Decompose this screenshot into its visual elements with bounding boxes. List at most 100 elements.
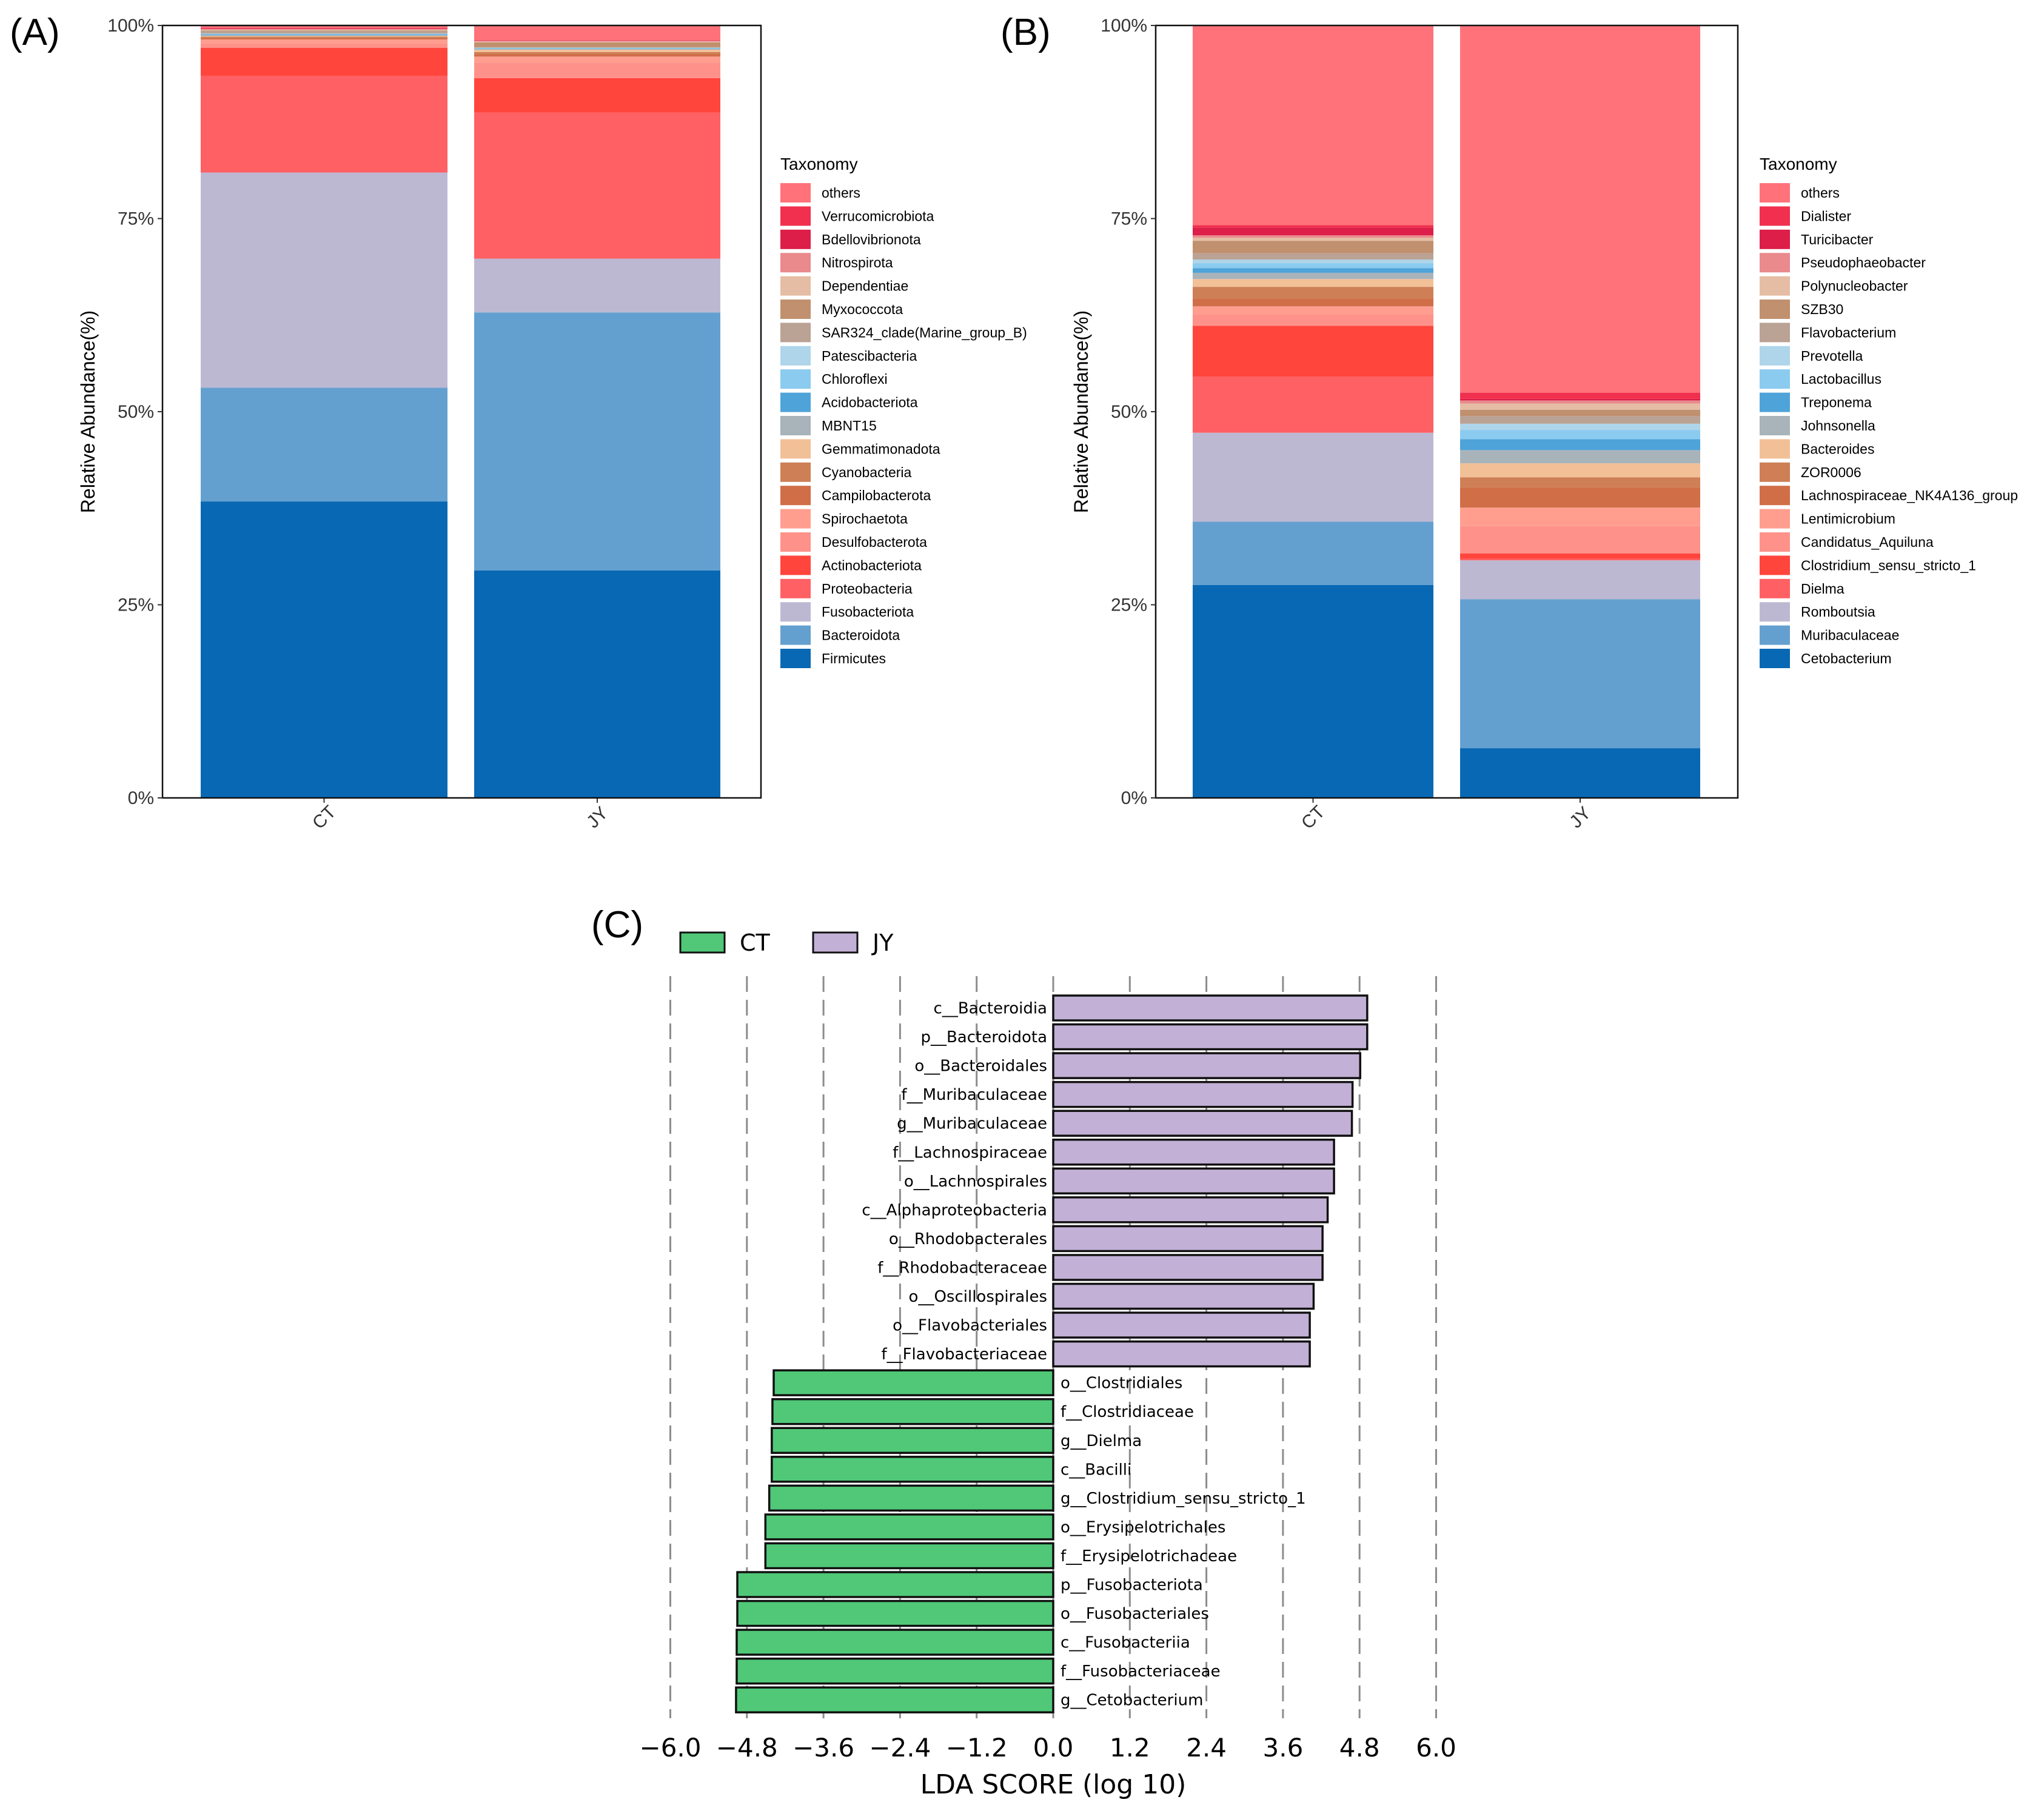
panel-c-bar-label-f-muribaculaceae: f__Muribaculaceae — [901, 1086, 1047, 1104]
panel-b-bar-ct-lentimicrobium — [1193, 306, 1433, 315]
panel-b-bar-ct-bacteroides — [1193, 279, 1433, 287]
panel-b-bar-ct-dialister — [1193, 225, 1433, 228]
panel-b-bar-ct-others — [1193, 25, 1433, 226]
panel-a-legend-label-others: others — [822, 185, 860, 201]
panel-c-xtick-label: 4.8 — [1339, 1733, 1380, 1763]
panel-b-bar-ct-lactobacillus — [1193, 263, 1433, 269]
panel-a-bar-jy-actinobacteriota — [474, 78, 720, 113]
panel-a-legend-label-acidobacteriota: Acidobacteriota — [822, 395, 918, 410]
panel-c-xlabel: LDA SCORE (log 10) — [920, 1769, 1187, 1800]
panel-a-legend-label-chloroflexi: Chloroflexi — [822, 371, 888, 387]
panel-b-legend-label-polynucleobacter: Polynucleobacter — [1801, 278, 1908, 294]
panel-b-bar-jy-muribaculaceae — [1460, 599, 1700, 749]
panel-a-legend-swatch-bdellovibrionota — [780, 229, 811, 249]
panel-a-bar-jy-proteobacteria — [474, 112, 720, 259]
panel-c-bar-label-p-fusobacteriota: p__Fusobacteriota — [1061, 1576, 1203, 1595]
panel-c-bar-g-muribaculaceae — [1052, 1110, 1353, 1137]
panel-a-legend-swatch-myxococcota — [780, 300, 811, 319]
panel-b-legend-label-clostridium-sensu-stricto-1: Clostridium_sensu_stricto_1 — [1801, 557, 1976, 573]
panel-b-bar-ct-johnsonella — [1193, 272, 1433, 280]
panel-b-legend-label-lentimicrobium: Lentimicrobium — [1801, 511, 1895, 527]
panel-b-legend-label-romboutsia: Romboutsia — [1801, 604, 1875, 620]
panel-b-legend-swatch-clostridium-sensu-stricto-1 — [1760, 555, 1790, 575]
panel-b-legend-swatch-cetobacterium — [1760, 649, 1790, 668]
panel-b-legend-label-szb30: SZB30 — [1801, 301, 1843, 317]
panel-b-ytick-label: 0% — [1121, 788, 1147, 808]
panel-b-bar-jy-turicibacter — [1460, 398, 1700, 401]
panel-a-legend-label-gemmatimonadota: Gemmatimonadota — [822, 441, 940, 457]
panel-c-bar-o-lachnospirales — [1052, 1167, 1335, 1195]
panel-c-bar-label-f-clostridiaceae: f__Clostridiaceae — [1061, 1403, 1194, 1421]
panel-b-bar-jy-bacteroides — [1460, 463, 1700, 478]
panel-a-bar-jy-fusobacteriota — [474, 258, 720, 313]
panel-b-legend-swatch-dialister — [1760, 206, 1790, 226]
panel-c-xtick-label: 3.6 — [1263, 1733, 1304, 1763]
panel-a-legend-label-spirochaetota: Spirochaetota — [822, 511, 908, 527]
panel-b-bar-jy-zor0006 — [1460, 477, 1700, 487]
panel-a-bar-jy-cyanobacteria — [474, 52, 720, 55]
panel-a-ytick-label: 100% — [107, 16, 154, 36]
panel-a-bar-jy-patescibacteria — [474, 47, 720, 49]
panel-a-legend-label-proteobacteria: Proteobacteria — [822, 581, 913, 597]
panel-a-bar-ct-myxococcota — [201, 30, 447, 32]
panel-a-bar-ct-nitrospirota — [201, 28, 447, 30]
panel-c-xtick-label: −1.2 — [946, 1733, 1008, 1763]
panel-b-legend-label-bacteroides: Bacteroides — [1801, 441, 1874, 457]
panel-a-bar-jy-spirochaetota — [474, 56, 720, 63]
panel-a-legend-label-dependentiae: Dependentiae — [822, 278, 908, 294]
panel-a-legend-label-fusobacteriota: Fusobacteriota — [822, 604, 914, 620]
panel-c-bar-c-bacteroidia — [1052, 994, 1369, 1022]
panel-c-bar-c-alphaproteobacteria — [1052, 1196, 1329, 1224]
panel-a-legend-swatch-gemmatimonadota — [780, 439, 811, 459]
panel-b-bar-jy-candidatus-aquiluna — [1460, 526, 1700, 554]
panel-b-bar-jy-lentimicrobium — [1460, 507, 1700, 526]
panel-a-ytick-label: 25% — [118, 595, 154, 615]
panel-a-bar-ct-patescibacteria — [201, 33, 447, 35]
panel-c-bar-label-f-flavobacteriaceae: f__Flavobacteriaceae — [881, 1345, 1047, 1364]
panel-c-bar-o-clostridiales — [772, 1369, 1054, 1396]
panel-a-legend-swatch-bacteroidota — [780, 625, 811, 645]
panel-a-bar-jy-mbnt15 — [474, 49, 720, 50]
panel-b-legend-swatch-lentimicrobium — [1760, 509, 1790, 529]
panel-c-bar-g-dielma — [771, 1427, 1054, 1454]
panel-a-legend-title: Taxonomy — [780, 155, 858, 173]
panel-c-xtick-label: 1.2 — [1110, 1733, 1150, 1763]
panel-c-xtick-label: 2.4 — [1186, 1733, 1227, 1763]
panel-c-bar-g-clostridium-sensu-stricto-1 — [768, 1484, 1054, 1512]
panel-b-bar-ct-muribaculaceae — [1193, 521, 1433, 585]
panel-a-legend-swatch-desulfobacterota — [780, 532, 811, 552]
panel-a-bar-jy-desulfobacterota — [474, 62, 720, 78]
panel-b-bar-ct-cetobacterium — [1193, 584, 1433, 798]
panel-c-legend-swatch-ct — [679, 931, 726, 954]
panel-b-legend-swatch-lactobacillus — [1760, 369, 1790, 389]
panel-a-bar-jy-gemmatimonadota — [474, 49, 720, 52]
panel-c-bar-c-bacilli — [771, 1456, 1054, 1483]
panel-b-bar-ct-prevotella — [1193, 259, 1433, 264]
panel-a-legend-swatch-campilobacterota — [780, 486, 811, 506]
panel-c-bar-f-rhodobacteraceae — [1052, 1254, 1324, 1281]
panel-a-legend-swatch-actinobacteriota — [780, 555, 811, 575]
panel-c-bar-label-o-fusobacteriales: o__Fusobacteriales — [1061, 1605, 1209, 1623]
panel-b-ytick-label: 50% — [1111, 402, 1147, 422]
panel-b-bar-jy-dialister — [1460, 392, 1700, 399]
panel-b-legend-swatch-bacteroides — [1760, 439, 1790, 459]
panel-c-bar-label-f-fusobacteriaceae: f__Fusobacteriaceae — [1061, 1662, 1221, 1681]
panel-c-bar-label-o-bacteroidales: o__Bacteroidales — [914, 1057, 1047, 1076]
panel-b-bar-ct-candidatus-aquiluna — [1193, 314, 1433, 326]
panel-b-legend-label-treponema: Treponema — [1801, 395, 1872, 410]
panel-b-ytick-label: 75% — [1111, 209, 1147, 229]
panel-c-bar-label-c-fusobacteriia: c__Fusobacteriia — [1061, 1634, 1190, 1652]
panel-a-letter: (A) — [10, 12, 60, 53]
panel-c-bar-label-c-bacteroidia: c__Bacteroidia — [934, 1000, 1047, 1018]
panel-b-bar-jy-treponema — [1460, 439, 1700, 450]
panel-a-legend-label-campilobacterota: Campilobacterota — [822, 487, 931, 503]
panel-c-bar-label-g-muribaculaceae: g__Muribaculaceae — [897, 1115, 1047, 1133]
panel-a-bar-ct-bacteroidota — [201, 387, 447, 502]
panel-b-bar-jy-lactobacillus — [1460, 430, 1700, 440]
panel-c-xtick-label: −6.0 — [640, 1733, 702, 1763]
panel-b-bar-ct-szb30 — [1193, 241, 1433, 253]
panel-a-bar-jy-bacteroidota — [474, 312, 720, 571]
panel-a-legend-swatch-fusobacteriota — [780, 602, 811, 622]
panel-c-bar-f-lachnospiraceae — [1052, 1139, 1335, 1166]
panel-b-ylabel: Relative Abundance(%) — [1070, 310, 1092, 513]
